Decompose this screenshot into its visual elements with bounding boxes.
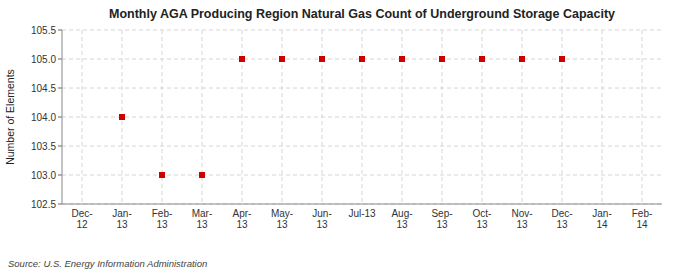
- y-grid-line: [62, 204, 662, 205]
- y-tick: [58, 117, 62, 118]
- x-tick-label: Jan-14: [592, 208, 611, 230]
- points: [119, 56, 565, 178]
- x-grid-line: [642, 30, 643, 204]
- point: [279, 56, 285, 62]
- point: [479, 56, 485, 62]
- x-tick-label: Jun-13: [312, 208, 331, 230]
- y-tick-label: 105.0: [31, 54, 56, 65]
- x-grid-line: [82, 30, 83, 204]
- point: [119, 114, 125, 120]
- y-tick: [58, 175, 62, 176]
- x-tick-label: Sep-13: [431, 208, 452, 230]
- y-tick-label: 104.0: [31, 112, 56, 123]
- y-tick: [58, 88, 62, 89]
- y-tick-label: 103.5: [31, 141, 56, 152]
- y-tick-label: 104.5: [31, 83, 56, 94]
- point: [239, 56, 245, 62]
- point: [359, 56, 365, 62]
- x-tick-label: Feb-13: [152, 208, 173, 230]
- x-tick-label: May-13: [271, 208, 293, 230]
- point: [519, 56, 525, 62]
- x-axis: [62, 204, 662, 205]
- x-tick-label: Jul-13: [348, 208, 376, 219]
- y-grid-line: [62, 175, 662, 176]
- y-tick: [58, 204, 62, 205]
- y-axis: [62, 30, 63, 204]
- y-tick-label: 102.5: [31, 199, 56, 210]
- point: [319, 56, 325, 62]
- x-tick-label: Dec-12: [71, 208, 92, 230]
- grid: [62, 30, 662, 204]
- x-tick-label: Feb-14: [632, 208, 653, 230]
- point: [159, 172, 165, 178]
- y-tick: [58, 59, 62, 60]
- x-tick-label: Jan-13: [112, 208, 131, 230]
- x-tick-label: Oct-13: [473, 208, 492, 230]
- y-tick: [58, 146, 62, 147]
- x-tick-label: Dec-13: [551, 208, 572, 230]
- point: [439, 56, 445, 62]
- y-tick-label: 105.5: [31, 25, 56, 36]
- title: Monthly AGA Producing Region Natural Gas…: [109, 7, 615, 21]
- x-tick-label: Mar-13: [192, 208, 213, 230]
- x-tick-label: Apr-13: [233, 208, 252, 230]
- point: [199, 172, 205, 178]
- x-grid-line: [602, 30, 603, 204]
- y-axis-label: Number of Elements: [4, 69, 16, 165]
- point: [559, 56, 565, 62]
- source: Source: U.S. Energy Information Administ…: [8, 258, 207, 269]
- x-tick-label: Nov-13: [511, 208, 532, 230]
- y-tick-label: 103.0: [31, 170, 56, 181]
- y-tick: [58, 30, 62, 31]
- x-tick-label: Aug-13: [391, 208, 412, 230]
- chart: Monthly AGA Producing Region Natural Gas…: [0, 0, 675, 275]
- point: [399, 56, 405, 62]
